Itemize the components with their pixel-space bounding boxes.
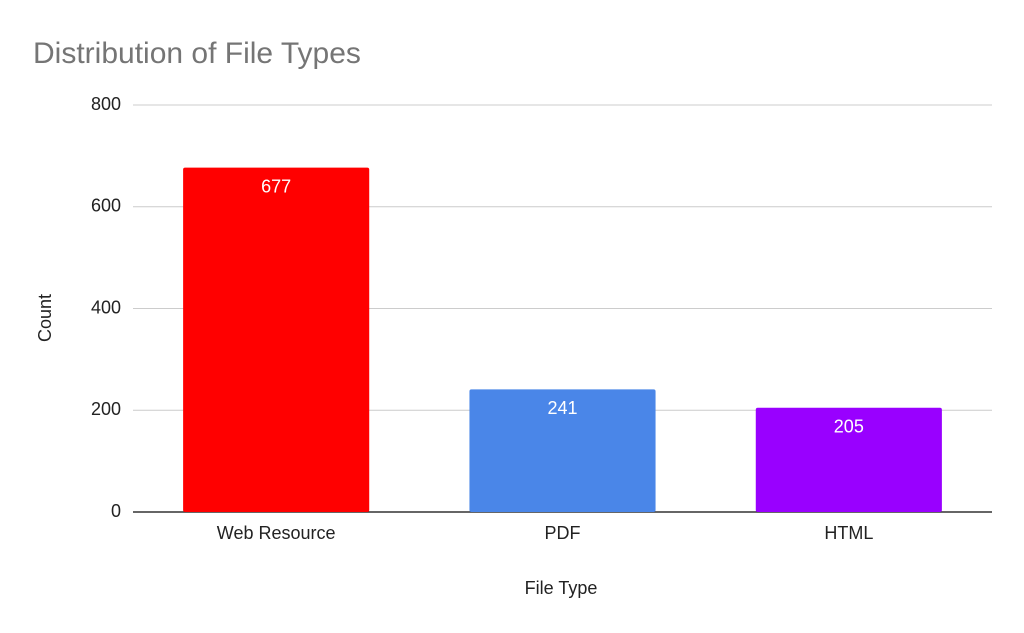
y-tick-label: 800 — [91, 94, 121, 114]
y-tick-label: 600 — [91, 196, 121, 216]
chart-title: Distribution of File Types — [33, 37, 361, 70]
x-tick-label: HTML — [824, 523, 873, 543]
data-label: 677 — [261, 176, 291, 196]
y-axis-title: Count — [35, 294, 55, 342]
y-tick-label: 400 — [91, 297, 121, 317]
bar — [469, 389, 656, 512]
bar — [755, 407, 942, 512]
x-axis-title: File Type — [525, 578, 598, 598]
data-label: 205 — [834, 416, 864, 436]
x-tick-label: PDF — [545, 523, 581, 543]
x-tick-label: Web Resource — [217, 523, 336, 543]
bar — [183, 167, 370, 513]
y-tick-label: 0 — [111, 501, 121, 521]
data-label: 241 — [547, 398, 577, 418]
y-tick-label: 200 — [91, 399, 121, 419]
